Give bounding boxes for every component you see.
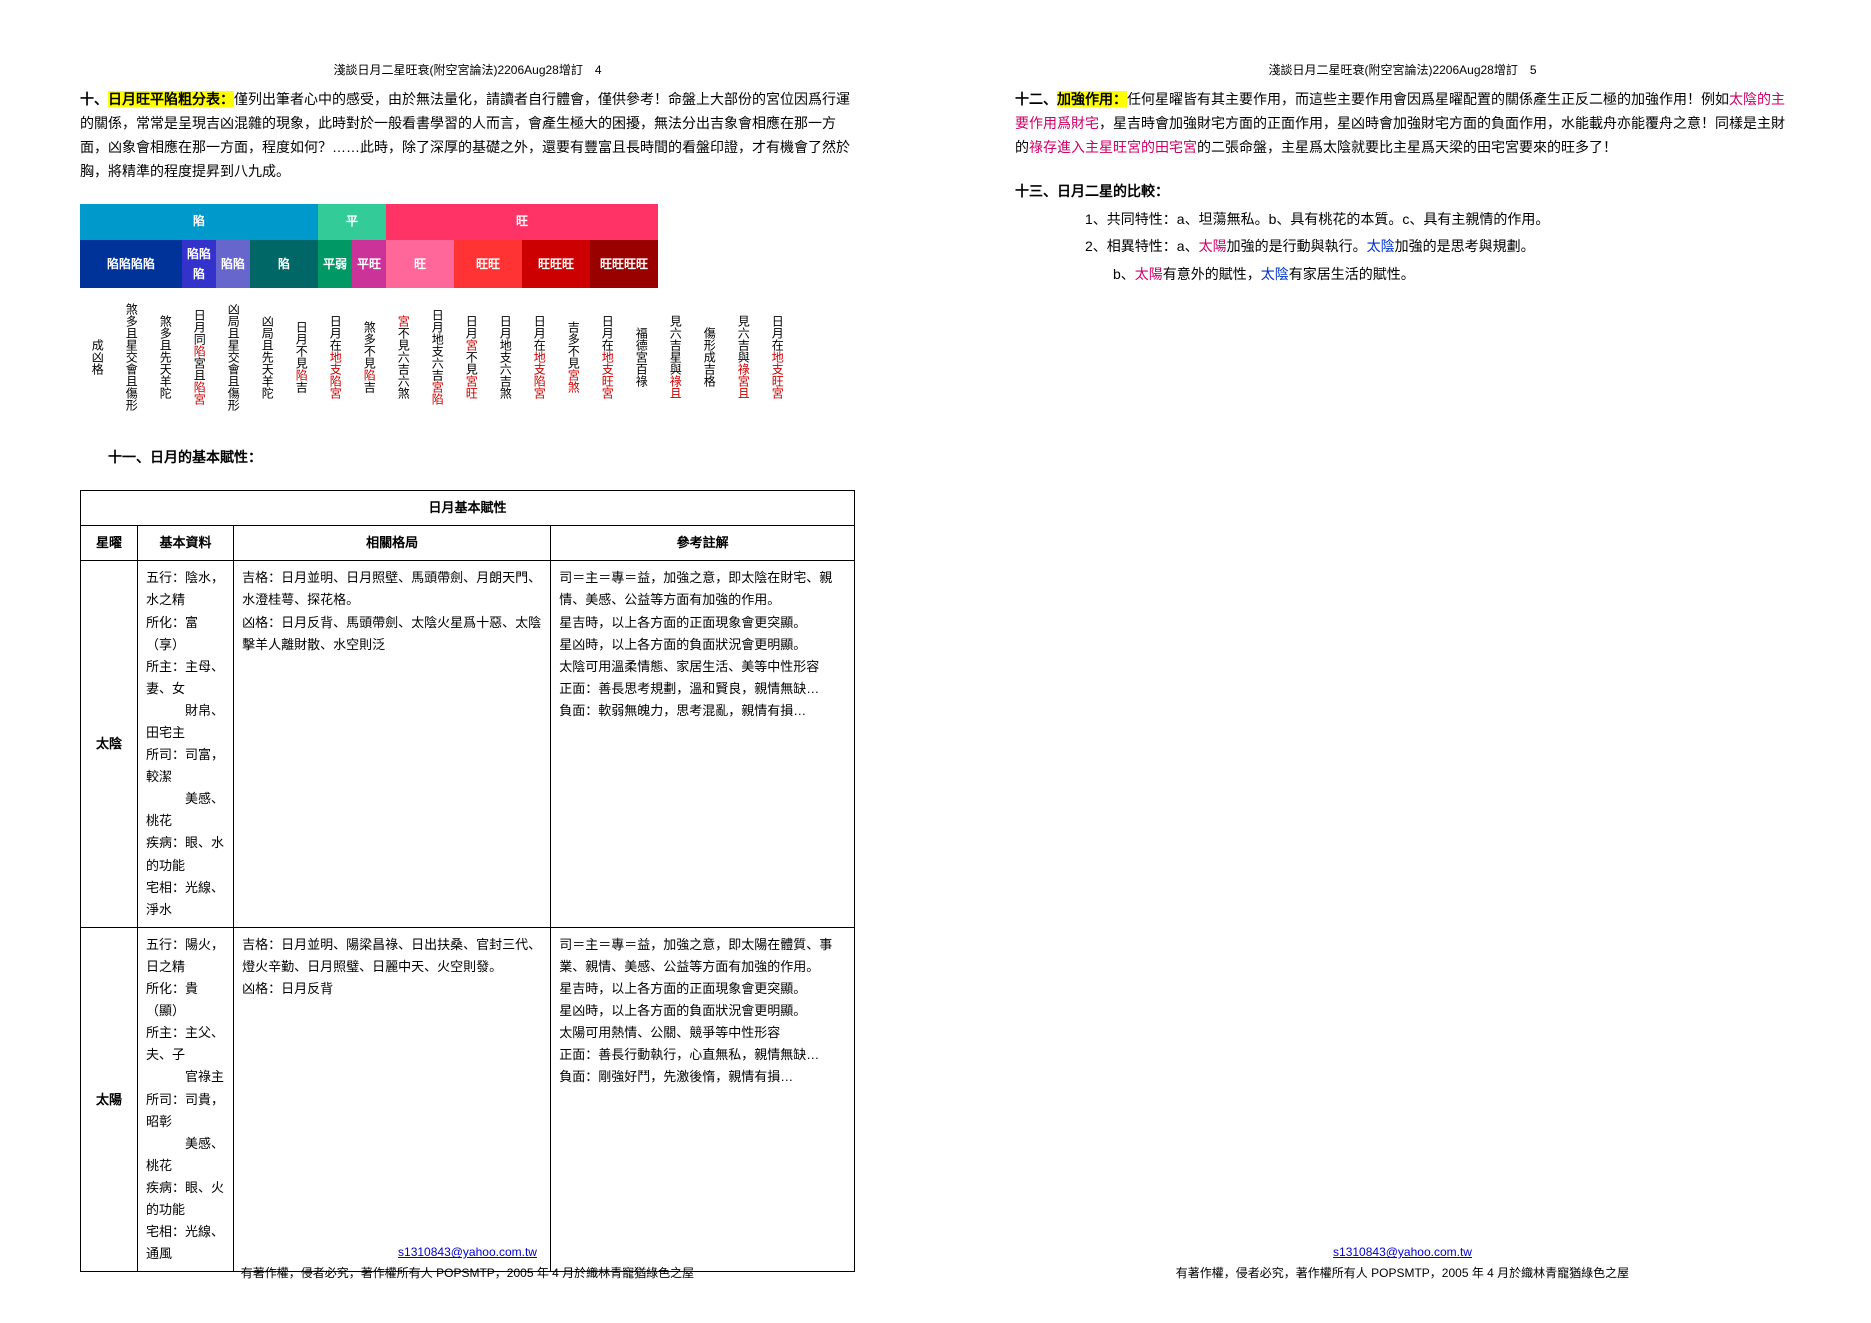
grade-col-cell: 煞多且星交會且傷形 [114, 288, 148, 426]
grade-col-cell: 日月地支六吉宮陷 [420, 288, 454, 426]
grade-col-cell: 凶局且先天羊陀 [250, 288, 284, 426]
attr-header: 參考註解 [551, 526, 855, 561]
sun-text-b: 太陽 [1135, 266, 1163, 282]
grade-col-cell: 日月宮不見宮旺 [454, 288, 488, 426]
grade-sub-cell: 陷陷陷陷 [80, 240, 182, 289]
grade-top-cell: 陷 [80, 204, 318, 240]
section-13-item2a: 2、相異特性：a、太陽加強的是行動與執行。太陰加強的是思考與規劃。 [1015, 235, 1790, 259]
section-12: 十二、加強作用：任何星曜皆有其主要作用，而這些主要作用會因爲星曜配置的關係產生正… [1015, 88, 1790, 159]
grade-col-cell: 福德宮百祿 [624, 288, 658, 426]
attr-basic: 五行：陰水，水之精 所化：富（享） 所主：主母、妻、女 財帛、田宅主 所司：司富… [138, 561, 234, 928]
moon-text: 太陰 [1367, 238, 1395, 254]
grade-col-cell: 吉多不見宮煞 [556, 288, 590, 426]
section-13: 十三、日月二星的比較： 1、共同特性：a、坦蕩無私。b、具有桃花的本質。c、具有… [1015, 180, 1790, 287]
grade-col-cell: 煞多不見陷吉 [352, 288, 386, 426]
grade-col-cell: 日月在地支旺宮 [760, 288, 794, 426]
section-13-item1: 1、共同特性：a、坦蕩無私。b、具有桃花的本質。c、具有主親情的作用。 [1015, 208, 1790, 232]
footer-left: s1310843@yahoo.com.tw 有著作權，侵者必究，著作權所有人 P… [0, 1242, 935, 1283]
grade-top-cell: 平 [318, 204, 386, 240]
page-left: 淺談日月二星旺衰(附空宮論法)2206Aug28增訂 4 十、日月旺平陷粗分表：… [0, 0, 935, 1323]
grade-col-cell: 煞多且先天羊陀 [148, 288, 182, 426]
attr-header: 星曜 [81, 526, 138, 561]
attribute-table: 日月基本賦性 星曜基本資料相關格局參考註解 太陰五行：陰水，水之精 所化：富（享… [80, 490, 855, 1272]
grade-sub-cell: 陷陷陷 [182, 240, 216, 289]
grade-sub-cell: 陷 [250, 240, 318, 289]
grade-col-cell: 宮不見六吉六煞 [386, 288, 420, 426]
page-header-left: 淺談日月二星旺衰(附空宮論法)2206Aug28增訂 4 [80, 60, 855, 80]
attr-caption: 日月基本賦性 [81, 491, 855, 526]
sun-text: 太陽 [1199, 238, 1227, 254]
grade-col-cell: 日月不見陷吉 [284, 288, 318, 426]
attr-basic: 五行：陽火，日之精 所化：貴（顯） 所主：主父、夫、子 官祿主 所司：司貴，昭彰… [138, 927, 234, 1271]
attr-note: 司＝主＝專＝益，加強之意，即太陽在體質、事業、親情、美感、公益等方面有加強的作用… [551, 927, 855, 1271]
footer-email-link-r[interactable]: s1310843@yahoo.com.tw [1333, 1245, 1472, 1259]
attr-geju: 吉格：日月並明、日月照壁、馬頭帶劍、月朗天門、水澄桂萼、探花格。 凶格：日月反背… [234, 561, 551, 928]
grade-sub-cell: 平旺 [352, 240, 386, 289]
section-11-title: 十一、日月的基本賦性： [80, 446, 855, 470]
grade-sub-cell: 旺旺旺旺 [590, 240, 658, 289]
grade-col-cell: 日月在地支陷宮 [522, 288, 556, 426]
grade-col-cell: 見六吉與祿宮且 [726, 288, 760, 426]
moon-text-b: 太陰 [1261, 266, 1289, 282]
grade-sub-cell: 旺旺旺 [522, 240, 590, 289]
section-10-title: 日月旺平陷粗分表： [108, 91, 234, 107]
footer-copyright: 有著作權，侵者必究，著作權所有人 POPSMTP，2005 年 4 月於織林青寵… [241, 1266, 694, 1280]
section-12-title: 加強作用： [1057, 91, 1127, 107]
grade-col-cell: 日月同陷宮且陷宮 [182, 288, 216, 426]
section-12-body: 任何星曜皆有其主要作用，而這些主要作用會因爲星曜配置的關係產生正反二極的加強作用… [1015, 91, 1785, 155]
footer-copyright-r: 有著作權，侵者必究，著作權所有人 POPSMTP，2005 年 4 月於織林青寵… [1176, 1266, 1629, 1280]
footer-right: s1310843@yahoo.com.tw 有著作權，侵者必究，著作權所有人 P… [935, 1242, 1870, 1283]
grade-col-cell: 日月在地支陷宮 [318, 288, 352, 426]
grade-sub-cell: 旺旺 [454, 240, 522, 289]
attr-rowname: 太陽 [81, 927, 138, 1271]
grade-col-cell: 日月地支六吉煞 [488, 288, 522, 426]
grade-top-cell: 旺 [386, 204, 658, 240]
grade-col-cell: 成凶格 [80, 288, 114, 426]
grade-sub-cell: 旺 [386, 240, 454, 289]
grade-col-cell: 日月在地支旺宮 [590, 288, 624, 426]
attr-header: 基本資料 [138, 526, 234, 561]
section-12-num: 十二、 [1015, 91, 1057, 107]
attr-note: 司＝主＝專＝益，加強之意，即太陰在財宅、親情、美感、公益等方面有加強的作用。 星… [551, 561, 855, 928]
grade-col-cell: 見六吉星與祿且 [658, 288, 692, 426]
grade-col-cell: 凶局且星交會且傷形 [216, 288, 250, 426]
section-13-item2b: b、太陽有意外的賦性，太陰有家居生活的賦性。 [1015, 263, 1790, 287]
grade-table: 陷平旺 陷陷陷陷陷陷陷陷陷陷平弱平旺旺旺旺旺旺旺旺旺旺旺 成凶格煞多且星交會且傷… [80, 204, 794, 427]
section-10: 十、日月旺平陷粗分表：僅列出筆者心中的感受，由於無法量化，請讀者自行體會，僅供參… [80, 88, 855, 183]
page-header-right: 淺談日月二星旺衰(附空宮論法)2206Aug28增訂 5 [1015, 60, 1790, 80]
grade-col-cell: 傷形成吉格 [692, 288, 726, 426]
grade-sub-cell: 陷陷 [216, 240, 250, 289]
attr-geju: 吉格：日月並明、陽梁昌祿、日出扶桑、官封三代、燈火辛勤、日月照璧、日麗中天、火空… [234, 927, 551, 1271]
page-right: 淺談日月二星旺衰(附空宮論法)2206Aug28增訂 5 十二、加強作用：任何星… [935, 0, 1870, 1323]
footer-email-link[interactable]: s1310843@yahoo.com.tw [398, 1245, 537, 1259]
attr-header: 相關格局 [234, 526, 551, 561]
section-13-title: 十三、日月二星的比較： [1015, 180, 1790, 204]
section-10-num: 十、 [80, 91, 108, 107]
grade-sub-cell: 平弱 [318, 240, 352, 289]
attr-rowname: 太陰 [81, 561, 138, 928]
